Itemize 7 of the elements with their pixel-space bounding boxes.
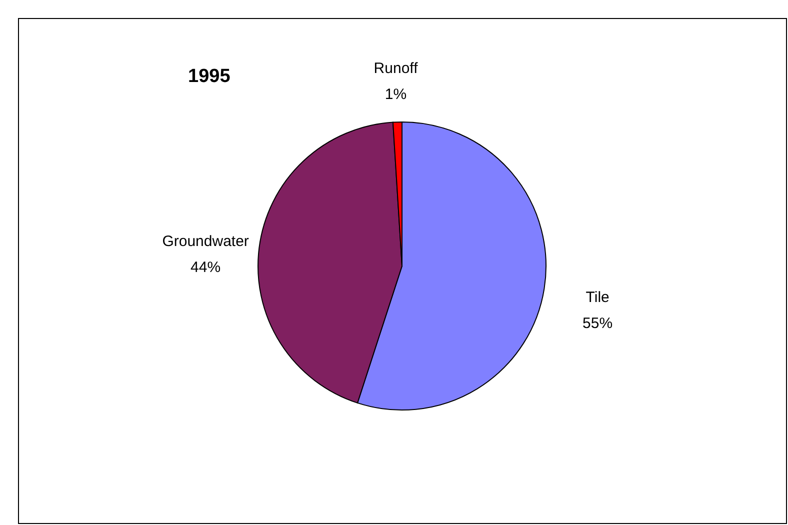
data-label: 1% bbox=[384, 86, 407, 104]
slice-label: Runoff bbox=[374, 60, 419, 78]
slice-label: Groundwater bbox=[162, 233, 249, 250]
data-label: 44% bbox=[190, 259, 221, 276]
data-label: 55% bbox=[582, 314, 613, 332]
slice-label: Tile bbox=[586, 288, 610, 306]
chart-title: 1995 bbox=[188, 66, 231, 87]
